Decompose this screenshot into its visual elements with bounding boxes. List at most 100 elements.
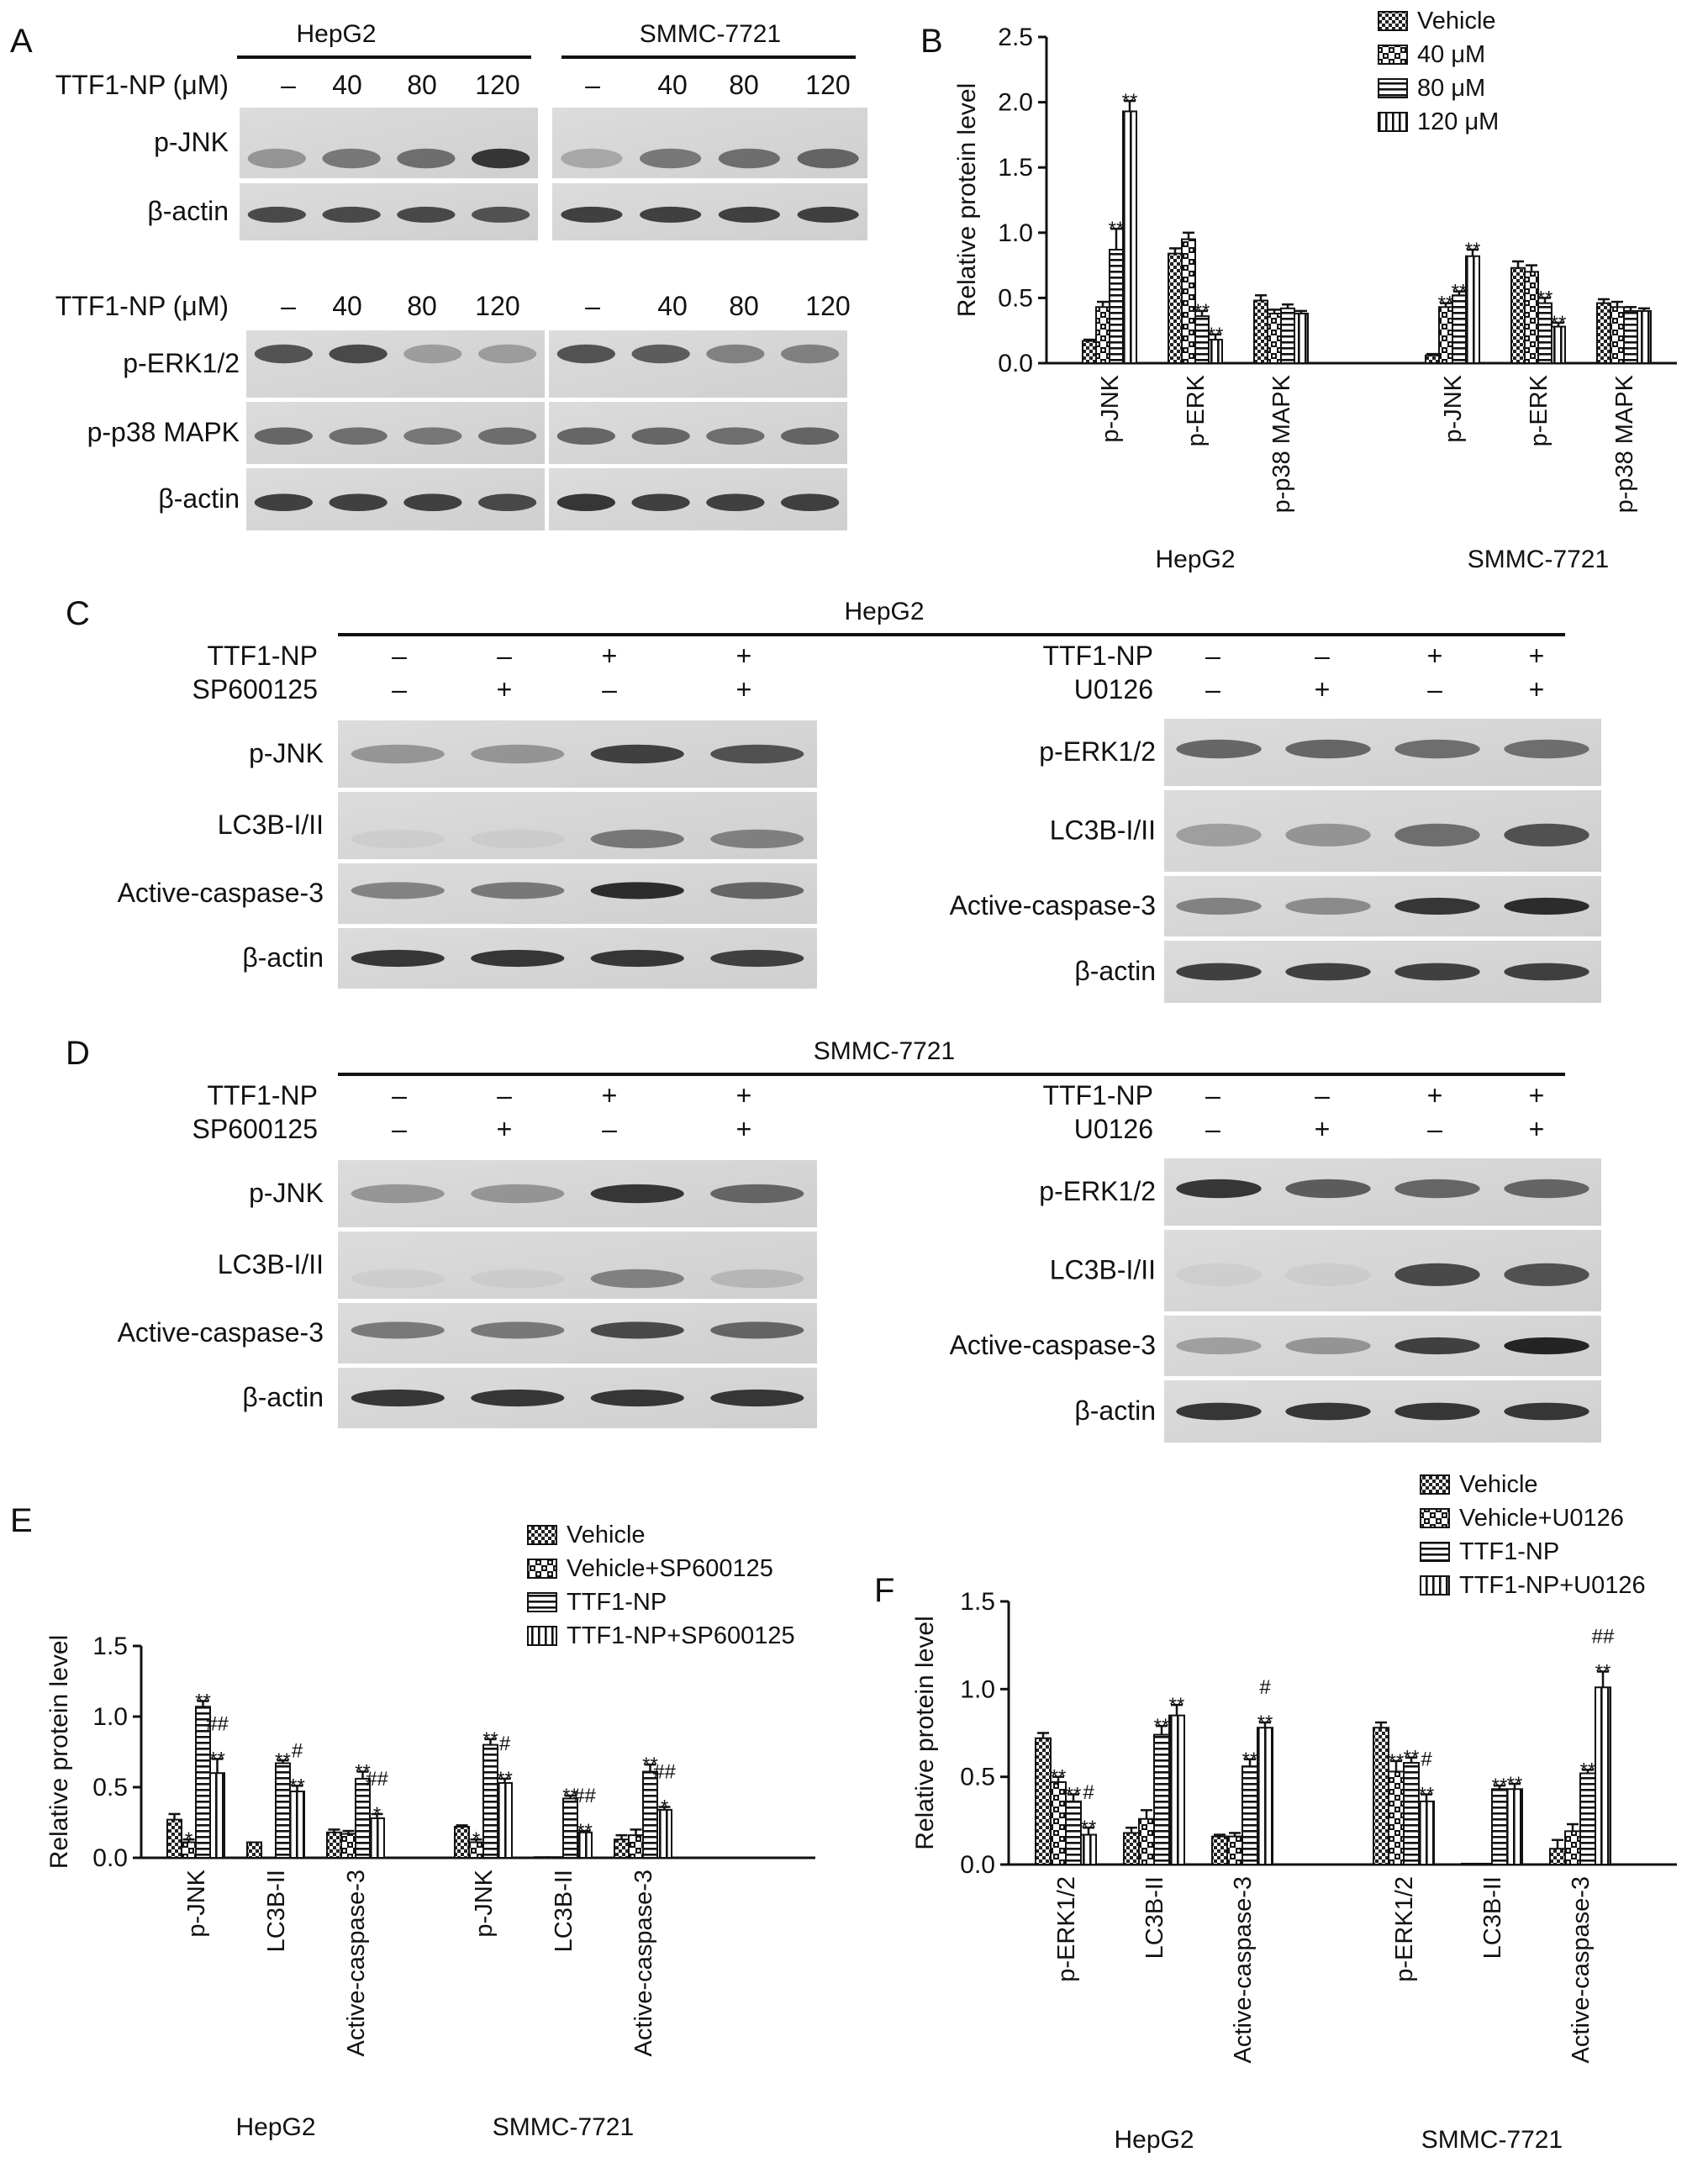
blot-row-label: Active-caspase-3	[950, 1330, 1156, 1360]
blot-band	[329, 427, 387, 446]
blot-band	[1176, 897, 1262, 915]
dose-label: 40	[657, 291, 688, 321]
significance-mark: **	[1122, 90, 1138, 113]
bar	[1241, 1765, 1258, 1866]
blot-band	[247, 148, 306, 169]
y-axis-title: Relative protein level	[953, 83, 981, 317]
condition-value: –	[1205, 641, 1220, 671]
condition-value: –	[1205, 674, 1220, 704]
blot-strip	[1164, 1230, 1601, 1311]
significance-mark: #	[1421, 1749, 1432, 1771]
bar	[1082, 340, 1097, 364]
category-label: Active-caspase-3	[1568, 1876, 1595, 2063]
legend-label: Vehicle+U0126	[1459, 1505, 1624, 1532]
condition-value: +	[1315, 674, 1331, 704]
y-tick-label: 1.5	[960, 1588, 995, 1616]
legend-swatch	[527, 1592, 557, 1612]
blot-band	[710, 882, 804, 899]
cell-line-header: SMMC-7721	[814, 1037, 955, 1065]
blot-band	[351, 1321, 445, 1339]
blot-band	[781, 344, 840, 364]
blot-band	[472, 148, 530, 169]
significance-mark: *	[661, 1796, 668, 1819]
bar	[1564, 1830, 1581, 1865]
blot-band	[797, 148, 859, 169]
blot-row-label: LC3B-I/II	[218, 810, 324, 840]
category-label: LC3B-II	[1479, 1876, 1506, 1959]
condition-value: –	[392, 1080, 407, 1110]
blot-band	[1394, 963, 1480, 981]
y-tick-label: 1.0	[92, 1703, 128, 1731]
blot-band	[351, 949, 445, 968]
legend-swatch	[527, 1559, 557, 1579]
blot-strip	[1164, 719, 1601, 786]
blot-band	[706, 493, 765, 512]
legend-swatch	[527, 1525, 557, 1545]
blot-row-label: β-actin	[158, 483, 240, 514]
legend-label: Vehicle	[567, 1522, 646, 1548]
blot-row-label: Active-caspase-3	[118, 1317, 324, 1348]
blot-row-label: Active-caspase-3	[950, 890, 1156, 920]
blot-band	[640, 206, 702, 223]
bar	[1461, 1862, 1478, 1866]
dose-label: 120	[805, 291, 850, 321]
blot-band	[1504, 1263, 1589, 1286]
condition-value: –	[1427, 1114, 1442, 1144]
bar	[1491, 1788, 1508, 1866]
category-label: LC3B-II	[263, 1870, 290, 1952]
condition-value: +	[1427, 641, 1443, 671]
blot-band	[403, 427, 462, 446]
significance-mark: **	[1066, 1784, 1082, 1807]
category-label: p-JNK	[471, 1869, 498, 1937]
blot-band	[1504, 1179, 1589, 1199]
bar	[246, 1841, 262, 1859]
legend-swatch	[1420, 1474, 1450, 1495]
significance-mark: **	[1465, 239, 1481, 261]
blot-band	[1285, 1337, 1371, 1355]
significance-mark: ##	[653, 1761, 676, 1784]
blot-band	[322, 206, 381, 223]
chart-B: B 0.0 0.5 1.0 1.5 2.0 2.5 Relative protein leve…	[920, 8, 1677, 573]
blot-band	[322, 148, 381, 169]
legend-swatch	[1378, 11, 1408, 31]
bar	[1211, 1835, 1228, 1865]
significance-mark: ##	[366, 1768, 388, 1791]
bar	[275, 1762, 291, 1859]
bar	[1050, 1780, 1067, 1866]
bar	[1181, 238, 1196, 364]
blot-band	[1394, 1337, 1480, 1355]
category-label: p-JNK	[183, 1869, 210, 1937]
significance-mark: #	[292, 1739, 303, 1762]
blot-band	[329, 493, 387, 512]
panel-label-E: E	[10, 1502, 33, 1539]
bar	[1257, 1727, 1273, 1865]
significance-mark: **	[1154, 1715, 1170, 1738]
significance-mark: **	[482, 1728, 498, 1751]
group-label: SMMC-7721	[1421, 2126, 1563, 2154]
category-label: p-JNK	[1440, 374, 1467, 442]
blot-band	[471, 882, 565, 899]
condition-value: –	[392, 1114, 407, 1144]
blot-band	[351, 1269, 445, 1289]
bar	[1596, 302, 1611, 364]
legend-label: 120 μM	[1417, 108, 1499, 135]
blot-band	[1285, 963, 1371, 981]
group-label: SMMC-7721	[493, 2113, 634, 2141]
bar	[1579, 1772, 1596, 1866]
condition-value: +	[736, 674, 752, 704]
condition-value: –	[1427, 674, 1442, 704]
blot-membrane	[246, 330, 545, 398]
group-label: HepG2	[235, 2113, 315, 2141]
blot-membrane	[549, 330, 847, 398]
bar	[1537, 302, 1552, 364]
category-label: p-p38 MAPK	[1268, 374, 1295, 513]
blot-band	[351, 829, 445, 849]
bar	[1035, 1737, 1052, 1866]
significance-mark: #	[1259, 1676, 1271, 1699]
condition-value: +	[497, 674, 513, 704]
blot-strip	[338, 928, 817, 989]
bar	[1418, 1800, 1435, 1865]
blot-band	[1504, 823, 1589, 847]
blot-band	[1176, 1402, 1262, 1421]
